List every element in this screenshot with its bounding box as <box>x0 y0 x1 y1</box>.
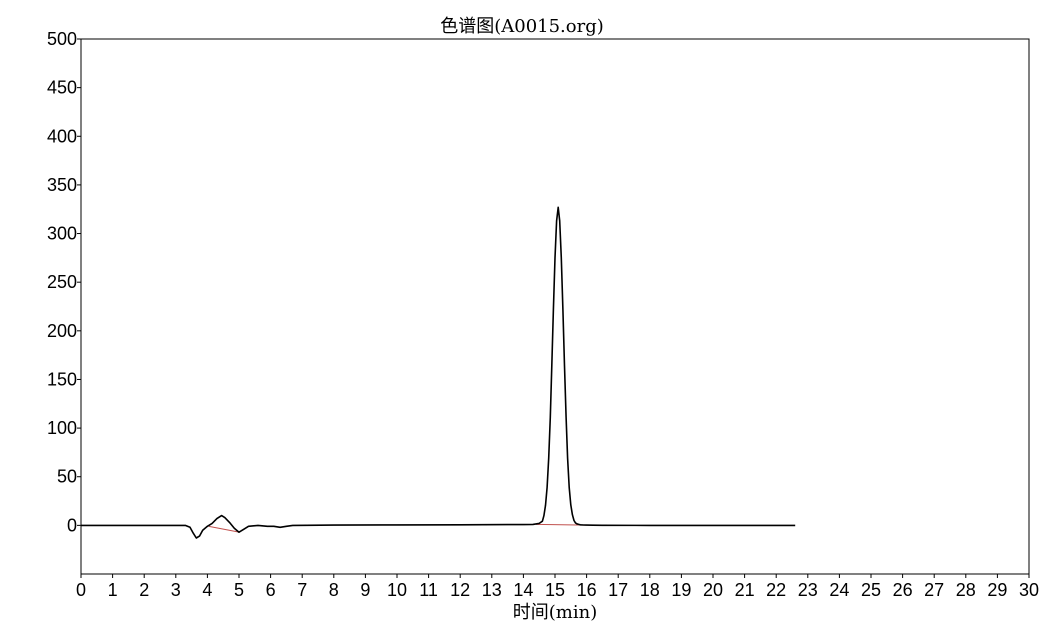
x-tick-label: 7 <box>297 580 307 600</box>
x-tick-label: 14 <box>513 580 533 600</box>
x-tick-label: 19 <box>671 580 691 600</box>
x-tick-label: 24 <box>829 580 849 600</box>
x-tick-label: 16 <box>577 580 597 600</box>
x-tick-label: 1 <box>108 580 118 600</box>
y-tick-label: 250 <box>47 272 77 292</box>
x-tick-label: 5 <box>234 580 244 600</box>
x-tick-label: 6 <box>266 580 276 600</box>
y-axis: 0 50 100 150 200 250 300 350 400 450 500 <box>47 29 81 535</box>
plot-frame <box>80 38 1030 575</box>
x-tick-label: 15 <box>545 580 565 600</box>
x-tick-label: 26 <box>893 580 913 600</box>
chart-title: 色谱图(A0015.org) <box>440 16 604 37</box>
x-tick-label: 10 <box>387 580 407 600</box>
x-tick-label: 8 <box>329 580 339 600</box>
x-tick-label: 0 <box>76 580 86 600</box>
x-tick-label: 4 <box>202 580 212 600</box>
x-tick-label: 20 <box>703 580 723 600</box>
x-tick-label: 18 <box>640 580 660 600</box>
series-line <box>81 206 796 539</box>
y-tick-label: 0 <box>67 515 77 535</box>
y-tick-label: 150 <box>47 369 77 389</box>
y-tick-label: 200 <box>47 321 77 341</box>
x-tick-label: 2 <box>139 580 149 600</box>
x-axis-label: 时间(min) <box>513 602 597 623</box>
x-tick-label: 3 <box>171 580 181 600</box>
series-group <box>81 206 796 539</box>
x-tick-label: 13 <box>482 580 502 600</box>
y-tick-label: 500 <box>47 29 77 49</box>
x-tick-label: 12 <box>450 580 470 600</box>
x-tick-label: 30 <box>1019 580 1039 600</box>
y-tick-label: 350 <box>47 175 77 195</box>
x-tick-label: 9 <box>360 580 370 600</box>
x-tick-label: 17 <box>608 580 628 600</box>
x-tick-label: 28 <box>956 580 976 600</box>
x-tick-label: 21 <box>735 580 755 600</box>
x-tick-label: 22 <box>766 580 786 600</box>
x-tick-label: 23 <box>798 580 818 600</box>
x-tick-label: 25 <box>861 580 881 600</box>
x-tick-label: 11 <box>419 580 438 600</box>
integration-baseline <box>208 525 240 533</box>
y-tick-label: 50 <box>57 467 77 487</box>
x-tick-label: 29 <box>987 580 1007 600</box>
y-tick-label: 300 <box>47 224 77 244</box>
y-tick-label: 400 <box>47 126 77 146</box>
x-axis: 0 1 2 3 4 5 6 7 8 9 10 11 12 13 14 15 16 17 18 19 20 21 22 23 24… <box>76 574 1039 600</box>
y-tick-label: 100 <box>47 418 77 438</box>
x-tick-label: 27 <box>924 580 944 600</box>
y-tick-label: 450 <box>47 78 77 98</box>
